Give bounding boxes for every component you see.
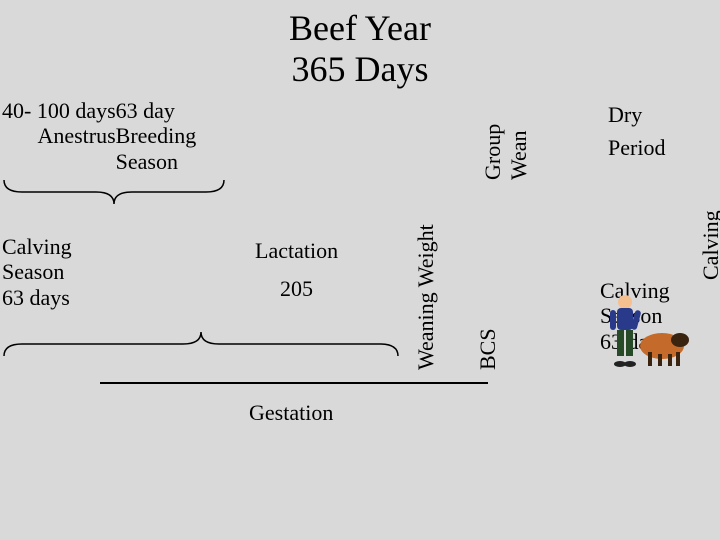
dry-period-block: Dry Period	[608, 98, 665, 164]
brace-bottom	[2, 330, 400, 358]
group-wean-label: Group Wean	[480, 124, 532, 180]
gestation-line	[100, 382, 488, 384]
lactation-label: Lactation	[255, 238, 338, 264]
lactation-days: 205	[280, 276, 338, 302]
weaning-weight-label: Weaning Weight	[413, 224, 439, 370]
calving-season-left: Calving Season 63 days	[2, 234, 72, 310]
dry-label: Dry	[608, 98, 665, 131]
lactation-block: Lactation 205	[255, 238, 338, 302]
bcs-label: BCS	[475, 328, 501, 370]
brace-top	[2, 178, 226, 206]
breeding-col: 63 day Breeding Season	[116, 98, 197, 174]
anestrus-breeding-block: 40- 100 days Anestrus63 day Breeding Sea…	[2, 98, 196, 174]
page-title: Beef Year 365 Days	[0, 8, 720, 91]
anestrus-col: 40- 100 days Anestrus	[2, 98, 116, 149]
calving-vertical-label: Calving	[698, 210, 720, 280]
title-line1: Beef Year	[0, 8, 720, 49]
title-line2: 365 Days	[0, 49, 720, 90]
gestation-label: Gestation	[249, 400, 333, 426]
farmer-calf-icon	[600, 290, 690, 370]
period-label: Period	[608, 131, 665, 164]
